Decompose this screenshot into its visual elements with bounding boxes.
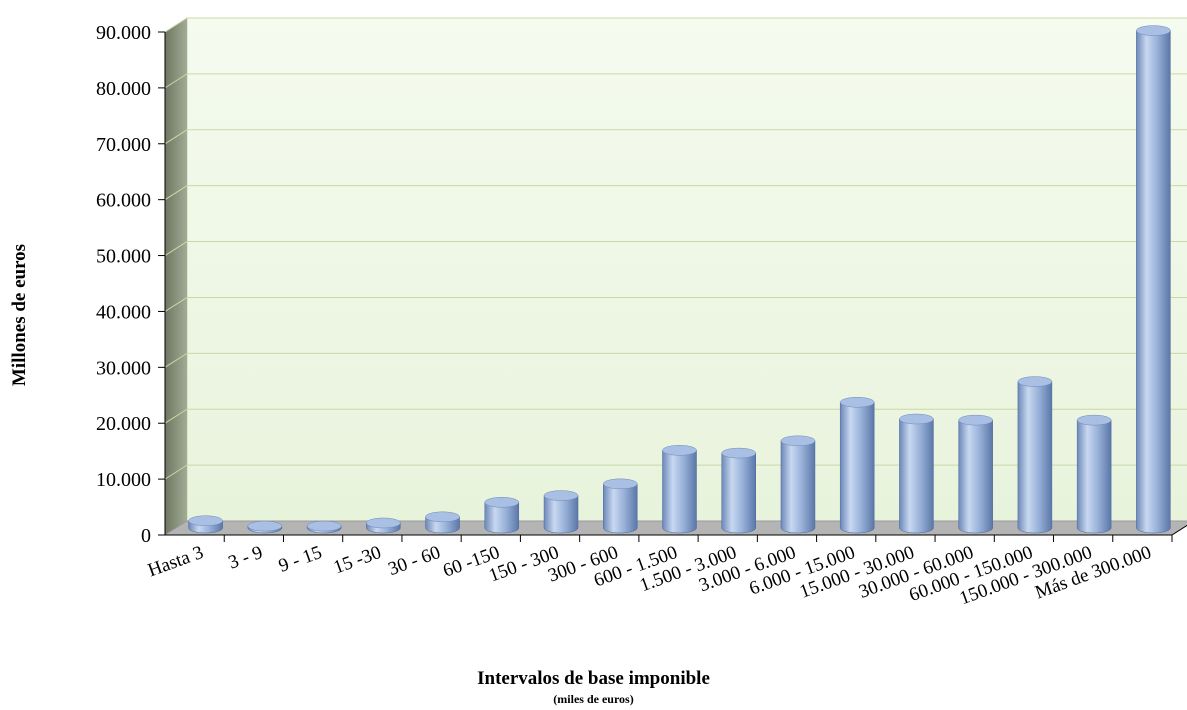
x-axis-subtitle: (miles de euros)	[553, 692, 634, 706]
gridline	[164, 352, 1187, 368]
bar	[306, 520, 342, 534]
bar-body	[839, 402, 875, 534]
y-tick-label: 50.000	[96, 246, 151, 268]
bar-body	[543, 495, 579, 534]
bar	[721, 447, 756, 534]
plot-area	[163, 17, 1187, 536]
bar	[899, 413, 934, 534]
x-tick-label: 9 - 15	[276, 542, 325, 577]
bar-top	[839, 397, 875, 408]
bar-top	[247, 520, 283, 532]
bars	[188, 25, 1171, 534]
bar-body	[1076, 419, 1112, 534]
x-tick-label: Hasta 3	[145, 542, 206, 581]
bar-top	[366, 517, 401, 529]
bar-body	[780, 440, 816, 534]
bar-body	[899, 418, 934, 534]
bar	[366, 517, 401, 534]
y-tick-label: 60.000	[96, 190, 151, 212]
gridline	[164, 185, 1187, 201]
bar-body	[484, 502, 520, 534]
bar-top	[780, 435, 816, 447]
y-tick-label: 10.000	[96, 469, 151, 491]
bar-top	[425, 511, 460, 523]
gridline	[164, 17, 1187, 33]
bar	[543, 490, 579, 534]
bar-top	[188, 515, 223, 526]
bar-top	[1136, 25, 1171, 36]
bar-top	[899, 413, 934, 425]
gridline	[164, 296, 1187, 312]
bar-top	[484, 497, 520, 508]
bar-top	[958, 414, 993, 426]
bar	[958, 414, 993, 534]
bar-body	[958, 419, 993, 534]
bar-body	[1017, 381, 1053, 534]
y-tick-label: 80.000	[96, 78, 151, 100]
bar-body	[662, 450, 697, 534]
bar	[662, 445, 697, 534]
bar	[603, 478, 638, 534]
x-tick-label: 30 - 60	[386, 542, 444, 580]
bar	[1136, 25, 1171, 534]
y-tick-label: 90.000	[96, 22, 151, 44]
y-tick-label: 0	[141, 525, 151, 547]
gridline	[164, 129, 1187, 145]
y-tick-label: 40.000	[96, 301, 151, 323]
y-axis: 0 10.000 20.000 30.000 40.000 50.000 60.000 70.…	[96, 22, 1187, 547]
x-tick-label: 15 -30	[331, 542, 384, 579]
gridline	[164, 73, 1187, 89]
bar	[1017, 376, 1053, 534]
bar-top	[543, 490, 579, 501]
y-tick-label: 30.000	[96, 357, 151, 379]
gridline	[164, 241, 1187, 256]
bar	[839, 397, 875, 534]
bar-body	[603, 483, 638, 534]
y-tick-label: 70.000	[96, 134, 151, 156]
bar-body	[721, 452, 756, 534]
x-axis-title: Intervalos de base imponible	[477, 668, 710, 689]
bar-top	[1076, 414, 1112, 426]
bar	[780, 435, 816, 534]
y-axis-title-wrap: Millones de euros	[0, 0, 40, 710]
bar-top	[306, 520, 342, 532]
bar	[188, 515, 223, 534]
bar	[247, 520, 283, 534]
bar-top	[662, 445, 697, 456]
x-axis-depth-line	[1171, 524, 1187, 536]
y-axis-title: Millones de euros	[9, 243, 30, 387]
bar	[1076, 414, 1112, 534]
bar-top	[721, 447, 756, 459]
bar-top	[1017, 376, 1053, 387]
bar	[425, 511, 460, 534]
bar	[484, 497, 520, 534]
side-wall	[165, 18, 187, 535]
x-tick-label: 3 - 9	[226, 542, 266, 574]
bar-top	[603, 478, 638, 490]
bar-body	[1136, 30, 1171, 534]
y-tick-label: 20.000	[96, 413, 151, 435]
